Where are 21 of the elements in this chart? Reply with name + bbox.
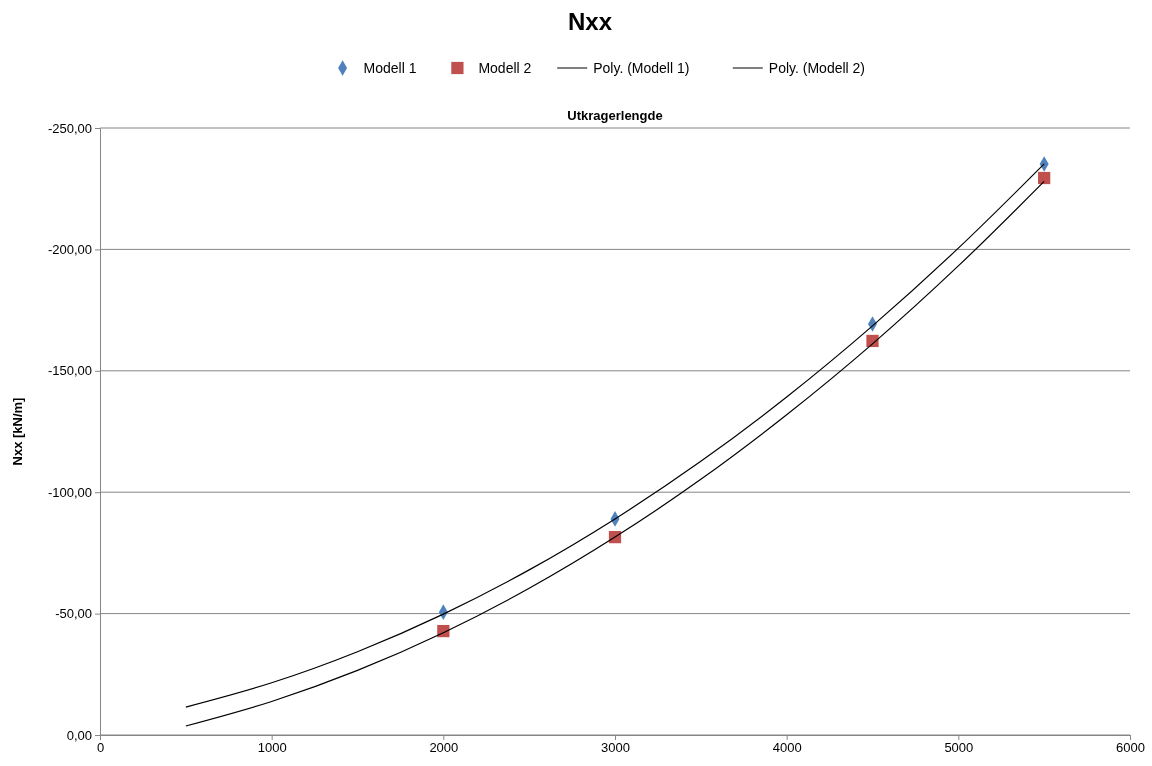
y-tick-label: -50,00 <box>55 606 92 622</box>
x-tick-label: 1000 <box>257 740 287 756</box>
x-tick-label: 5000 <box>944 740 974 756</box>
point <box>1038 171 1051 185</box>
y-axis-title: Nxx [kN/m] <box>10 397 25 466</box>
legend-label: Poly. (Modell 1) <box>593 60 690 76</box>
x-tick-label: 0 <box>96 740 105 756</box>
legend-label: Poly. (Modell 2) <box>768 60 866 76</box>
x-tick-label: 2000 <box>429 740 459 756</box>
y-tick-label: -250,00 <box>47 120 92 136</box>
y-tick-label: -150,00 <box>47 363 92 379</box>
x-tick-label: 6000 <box>1116 740 1145 756</box>
chart-title: Nxx <box>567 8 613 35</box>
x-tick-label: 3000 <box>601 740 630 756</box>
legend-label: Modell 1 <box>363 60 417 76</box>
x-tick-label: 4000 <box>772 740 802 756</box>
x-axis-title: Utkragerlengde <box>567 108 663 123</box>
y-tick-label: -100,00 <box>47 484 92 500</box>
y-tick-label: 0,00 <box>66 727 92 743</box>
y-tick-label: -200,00 <box>47 242 92 258</box>
legend-label: Modell 2 <box>478 60 532 76</box>
